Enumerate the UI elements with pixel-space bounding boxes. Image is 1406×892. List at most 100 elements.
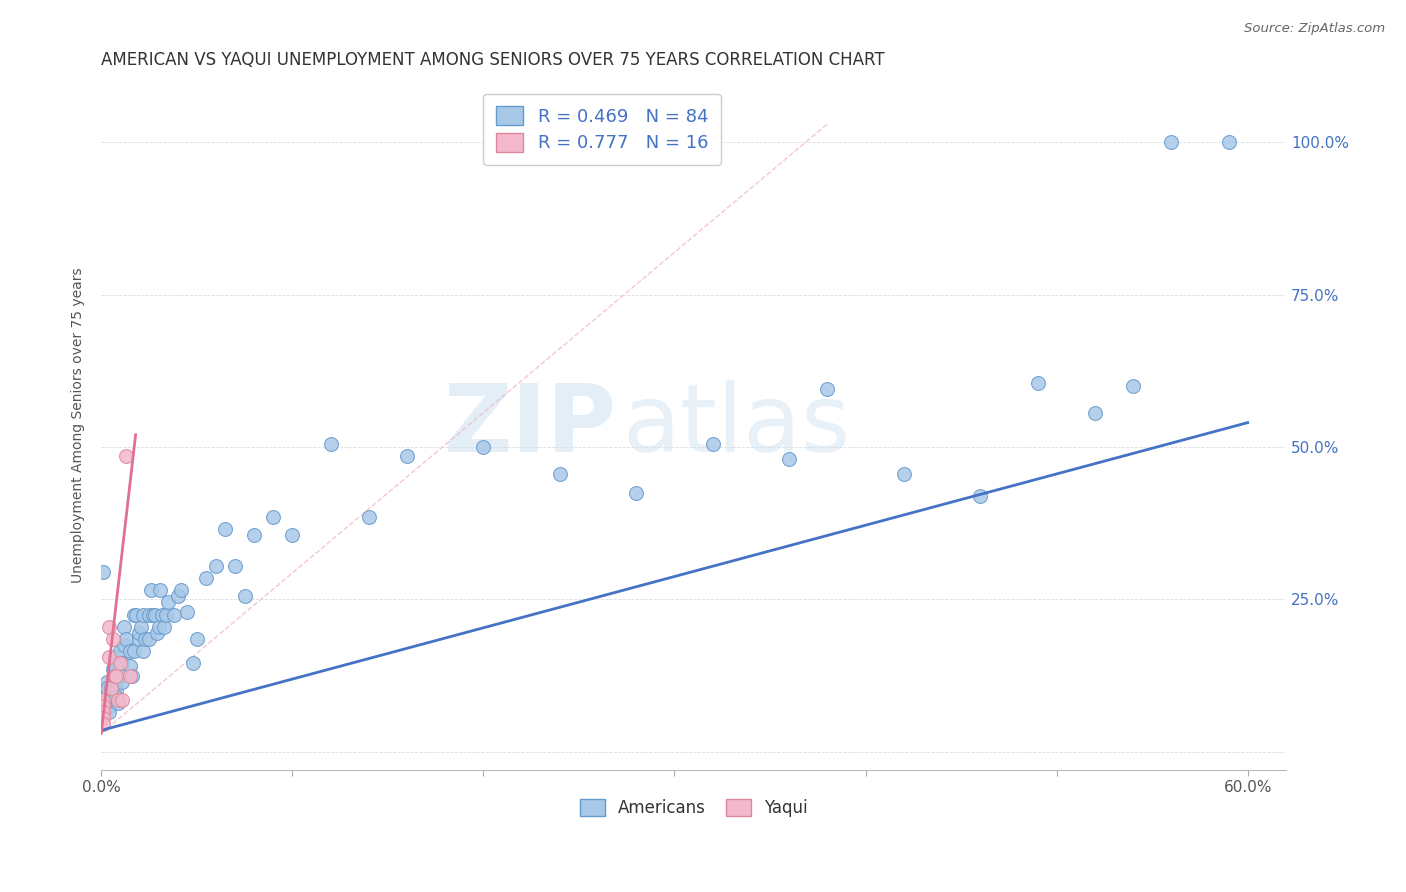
Point <box>134 632 156 646</box>
Point <box>181 657 204 671</box>
Point <box>110 644 132 658</box>
Point <box>105 683 128 698</box>
Point <box>91 690 114 704</box>
Point <box>107 693 129 707</box>
Point <box>472 440 495 454</box>
Point <box>91 705 114 719</box>
Point <box>155 607 177 622</box>
Point <box>100 693 122 707</box>
Point <box>214 522 236 536</box>
Text: atlas: atlas <box>623 380 851 472</box>
Point <box>110 668 132 682</box>
Point <box>138 607 160 622</box>
Point <box>121 668 143 682</box>
Point <box>111 674 134 689</box>
Point <box>139 583 162 598</box>
Point <box>97 698 120 713</box>
Point <box>395 449 418 463</box>
Point <box>1218 136 1240 150</box>
Point <box>1026 376 1049 390</box>
Point <box>969 489 991 503</box>
Point <box>149 583 172 598</box>
Point <box>142 607 165 622</box>
Legend: Americans, Yaqui: Americans, Yaqui <box>572 792 814 823</box>
Point <box>112 620 135 634</box>
Point <box>778 452 800 467</box>
Point <box>319 437 342 451</box>
Point <box>893 467 915 482</box>
Point <box>97 693 120 707</box>
Text: ZIP: ZIP <box>444 380 617 472</box>
Point <box>138 632 160 646</box>
Point <box>112 638 135 652</box>
Point <box>281 528 304 542</box>
Point <box>243 528 266 542</box>
Point <box>150 607 173 622</box>
Point <box>100 681 122 695</box>
Point <box>96 674 118 689</box>
Text: AMERICAN VS YAQUI UNEMPLOYMENT AMONG SENIORS OVER 75 YEARS CORRELATION CHART: AMERICAN VS YAQUI UNEMPLOYMENT AMONG SEN… <box>101 51 884 69</box>
Point <box>233 590 256 604</box>
Point <box>115 449 138 463</box>
Point <box>118 659 141 673</box>
Text: Source: ZipAtlas.com: Source: ZipAtlas.com <box>1244 22 1385 36</box>
Point <box>100 681 122 695</box>
Point <box>145 626 167 640</box>
Point <box>170 583 193 598</box>
Point <box>186 632 208 646</box>
Point <box>91 693 114 707</box>
Point <box>91 683 114 698</box>
Point <box>132 607 155 622</box>
Point <box>118 644 141 658</box>
Point <box>103 650 125 665</box>
Point <box>205 558 228 573</box>
Point <box>626 485 648 500</box>
Point <box>91 698 114 713</box>
Point <box>103 668 125 682</box>
Point <box>103 659 125 673</box>
Point <box>122 644 145 658</box>
Point <box>91 717 114 731</box>
Point <box>105 668 128 682</box>
Point <box>1160 136 1182 150</box>
Point <box>131 620 153 634</box>
Point <box>105 674 128 689</box>
Point <box>166 590 188 604</box>
Point <box>124 607 146 622</box>
Point <box>101 683 124 698</box>
Point <box>148 620 170 634</box>
Point <box>176 605 198 619</box>
Point <box>143 607 166 622</box>
Point <box>115 632 138 646</box>
Point <box>815 382 838 396</box>
Point <box>96 681 118 695</box>
Point <box>103 668 125 682</box>
Point <box>153 620 176 634</box>
Point <box>224 558 246 573</box>
Point <box>128 626 150 640</box>
Point <box>118 668 141 682</box>
Point <box>101 674 124 689</box>
Point <box>91 711 114 725</box>
Point <box>122 607 145 622</box>
Point <box>101 632 124 646</box>
Point <box>91 565 114 579</box>
Point <box>111 657 134 671</box>
Point <box>97 705 120 719</box>
Point <box>357 510 380 524</box>
Point <box>97 620 120 634</box>
Point <box>110 657 132 671</box>
Point <box>548 467 571 482</box>
Point <box>107 696 129 710</box>
Point <box>702 437 724 451</box>
Point <box>101 662 124 676</box>
Point <box>91 698 114 713</box>
Point <box>163 607 186 622</box>
Point <box>105 690 128 704</box>
Point <box>195 571 218 585</box>
Point <box>157 595 180 609</box>
Y-axis label: Unemployment Among Seniors over 75 years: Unemployment Among Seniors over 75 years <box>72 268 86 583</box>
Point <box>111 693 134 707</box>
Point <box>1122 379 1144 393</box>
Point <box>91 693 114 707</box>
